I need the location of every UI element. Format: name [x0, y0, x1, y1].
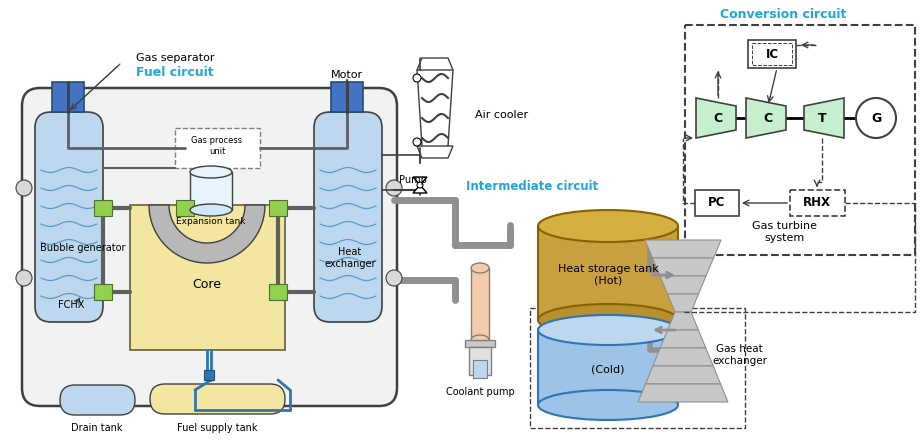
FancyBboxPatch shape	[22, 88, 397, 406]
Polygon shape	[804, 98, 844, 138]
Polygon shape	[413, 185, 427, 193]
Ellipse shape	[190, 204, 232, 216]
Text: Fuel circuit: Fuel circuit	[137, 65, 214, 78]
Bar	[94, 200, 112, 216]
Text: RHX: RHX	[803, 197, 831, 210]
Bar	[471, 268, 489, 340]
Bar	[538, 330, 678, 405]
Bar	[190, 172, 232, 210]
Bar	[748, 40, 796, 68]
Polygon shape	[413, 177, 427, 185]
Bar	[538, 226, 678, 320]
Bar	[204, 370, 214, 380]
Bar	[94, 284, 112, 300]
Text: Core: Core	[193, 279, 222, 291]
Polygon shape	[653, 348, 713, 366]
Bar	[269, 284, 287, 300]
Ellipse shape	[471, 263, 489, 273]
Circle shape	[386, 270, 402, 286]
Polygon shape	[660, 330, 706, 348]
FancyBboxPatch shape	[150, 384, 285, 414]
Text: G: G	[871, 112, 881, 125]
Text: Expansion tank: Expansion tank	[176, 218, 246, 227]
Text: FCHX: FCHX	[58, 300, 84, 310]
Bar	[176, 200, 194, 216]
Bar	[469, 347, 491, 375]
Polygon shape	[667, 294, 699, 312]
Text: Conversion circuit: Conversion circuit	[720, 8, 846, 21]
Bar	[175, 128, 260, 168]
Text: C: C	[763, 112, 773, 125]
Text: Fuel supply tank: Fuel supply tank	[176, 423, 258, 433]
Text: Gas process
unit: Gas process unit	[191, 136, 243, 156]
Text: Gas turbine
system: Gas turbine system	[752, 221, 818, 243]
Polygon shape	[417, 146, 453, 158]
Polygon shape	[645, 240, 721, 258]
Text: C: C	[713, 112, 723, 125]
Text: (Cold): (Cold)	[592, 365, 625, 375]
Polygon shape	[746, 98, 786, 138]
Circle shape	[413, 138, 421, 146]
Text: Motor: Motor	[331, 70, 363, 80]
Ellipse shape	[538, 315, 678, 345]
Ellipse shape	[538, 210, 678, 242]
Bar	[465, 340, 495, 347]
Text: T: T	[818, 112, 826, 125]
Bar	[331, 82, 363, 112]
Polygon shape	[696, 98, 736, 138]
Polygon shape	[638, 384, 728, 402]
Bar	[473, 360, 487, 378]
Polygon shape	[417, 58, 453, 70]
Circle shape	[16, 270, 32, 286]
Bar	[530, 308, 745, 428]
Text: Intermediate circuit: Intermediate circuit	[466, 179, 598, 193]
Bar	[790, 190, 845, 216]
Ellipse shape	[538, 390, 678, 420]
Bar	[685, 25, 915, 255]
Circle shape	[413, 74, 421, 82]
FancyBboxPatch shape	[60, 385, 135, 415]
FancyBboxPatch shape	[314, 112, 382, 322]
Text: Heat storage tank
(Hot): Heat storage tank (Hot)	[557, 264, 658, 286]
Text: Coolant pump: Coolant pump	[446, 387, 514, 397]
Text: PC: PC	[708, 197, 725, 210]
Polygon shape	[645, 366, 721, 384]
Bar	[752, 43, 792, 65]
Text: Gas separator: Gas separator	[136, 53, 214, 63]
Text: Air cooler: Air cooler	[475, 110, 528, 120]
Polygon shape	[149, 205, 265, 263]
Bar	[695, 190, 739, 216]
Polygon shape	[660, 276, 706, 294]
Text: Heat
exchanger: Heat exchanger	[324, 247, 376, 269]
Polygon shape	[653, 258, 713, 276]
Text: Pump: Pump	[399, 175, 426, 185]
Circle shape	[417, 182, 423, 188]
Ellipse shape	[190, 166, 232, 178]
Ellipse shape	[471, 335, 489, 345]
Circle shape	[386, 180, 402, 196]
Circle shape	[16, 180, 32, 196]
Bar	[52, 82, 84, 112]
Text: Drain tank: Drain tank	[71, 423, 123, 433]
FancyBboxPatch shape	[35, 112, 103, 322]
Bar	[130, 205, 285, 350]
Polygon shape	[667, 312, 699, 330]
Text: IC: IC	[765, 48, 779, 61]
Text: Bubble generator: Bubble generator	[41, 243, 126, 253]
Ellipse shape	[538, 304, 678, 336]
Circle shape	[856, 98, 896, 138]
Text: Gas heat
exchanger: Gas heat exchanger	[712, 344, 767, 366]
Bar	[269, 200, 287, 216]
